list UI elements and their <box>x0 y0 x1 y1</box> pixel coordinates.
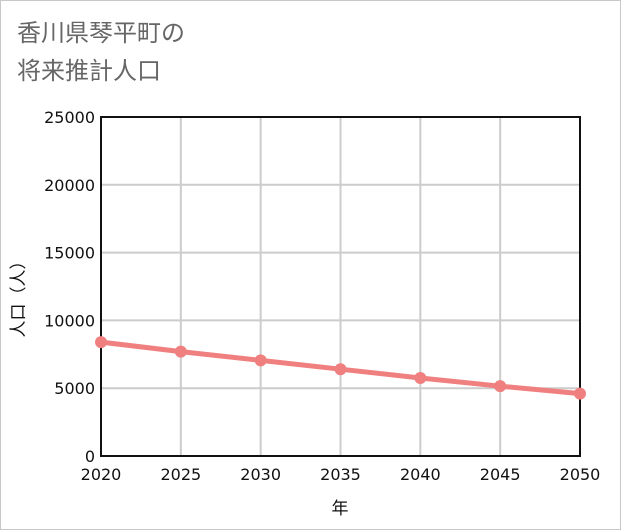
plot-area-border <box>100 116 581 457</box>
y-tick-label: 20000 <box>44 176 95 195</box>
y-tick-label: 0 <box>85 447 95 466</box>
x-tick-label: 2025 <box>160 465 201 484</box>
x-tick-label: 2035 <box>320 465 361 484</box>
x-tick-label: 2045 <box>480 465 521 484</box>
y-tick-label: 25000 <box>44 108 95 127</box>
x-tick-label: 2030 <box>240 465 281 484</box>
data-point <box>494 380 507 393</box>
data-point <box>174 345 187 358</box>
chart-title: 香川県琴平町の 将来推計人口 <box>17 14 417 90</box>
data-point <box>334 363 347 376</box>
grid-lines <box>101 117 580 456</box>
x-tick-label: 2040 <box>400 465 441 484</box>
x-axis-ticks: 2020 2025 2030 2035 2040 2045 2050 <box>81 465 601 484</box>
chart-title-line-1: 香川県琴平町の <box>17 19 185 47</box>
x-tick-label: 2050 <box>560 465 601 484</box>
y-tick-label: 15000 <box>44 244 95 263</box>
chart-title-line-2: 将来推計人口 <box>17 57 161 85</box>
data-points <box>95 336 586 400</box>
data-point <box>414 372 427 385</box>
y-axis-ticks: 0 5000 10000 15000 20000 25000 <box>44 108 95 466</box>
data-point <box>574 387 586 400</box>
y-axis-label: 人口（人） <box>9 253 29 338</box>
y-tick-label: 10000 <box>44 311 95 330</box>
data-point <box>95 336 107 349</box>
x-axis-label: 年 <box>332 499 349 519</box>
x-tick-label: 2020 <box>81 465 122 484</box>
data-point <box>254 354 267 367</box>
y-tick-label: 5000 <box>54 379 95 398</box>
